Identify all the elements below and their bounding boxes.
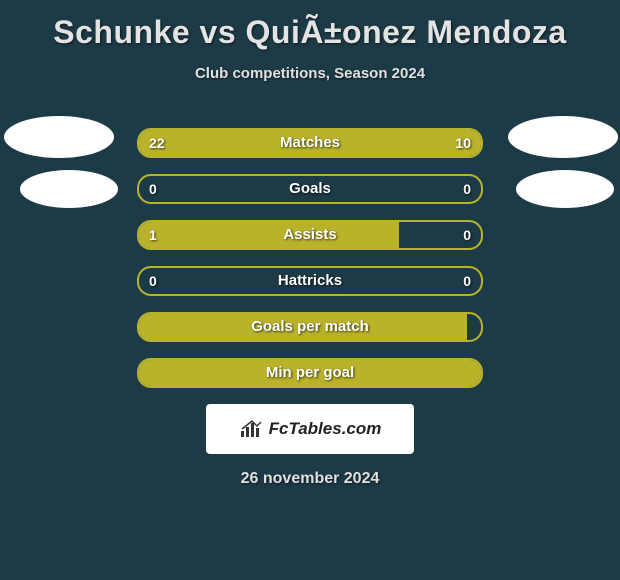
stat-value-right: 0 bbox=[463, 268, 471, 294]
stat-value-left: 0 bbox=[149, 268, 157, 294]
bar-label: Min per goal bbox=[139, 360, 481, 386]
source-badge: FcTables.com bbox=[206, 404, 414, 454]
stat-value-right: 10 bbox=[455, 130, 471, 156]
stat-bar: Goals0 0 bbox=[137, 174, 483, 204]
player-avatar-right-1 bbox=[508, 116, 618, 158]
stat-value-left: 0 bbox=[149, 176, 157, 202]
page-title: Schunke vs QuiÃ±onez Mendoza bbox=[0, 0, 620, 51]
comparison-bars: Matches2210Goals00Assists10Hattricks00Go… bbox=[0, 128, 620, 388]
badge-text: FcTables.com bbox=[269, 419, 382, 439]
player-avatar-left-2 bbox=[20, 170, 118, 208]
stat-bar: Assists1 0 bbox=[137, 220, 483, 250]
chart-icon bbox=[239, 419, 265, 439]
stat-bar: Min per goal bbox=[137, 358, 483, 388]
stat-value-right: 0 bbox=[463, 176, 471, 202]
stat-bar: Matches22 10 bbox=[137, 128, 483, 158]
stat-value-left: 22 bbox=[149, 130, 165, 156]
player-avatar-right-2 bbox=[516, 170, 614, 208]
bar-label: Matches bbox=[139, 130, 481, 156]
bar-label: Goals per match bbox=[139, 314, 481, 340]
player-avatar-left-1 bbox=[4, 116, 114, 158]
bar-label: Goals bbox=[139, 176, 481, 202]
stat-bar: Hattricks0 0 bbox=[137, 266, 483, 296]
subtitle: Club competitions, Season 2024 bbox=[0, 51, 620, 82]
bar-label: Assists bbox=[139, 222, 481, 248]
stat-value-left: 1 bbox=[149, 222, 157, 248]
stat-bar: Goals per match bbox=[137, 312, 483, 342]
stat-value-right: 0 bbox=[463, 222, 471, 248]
bar-label: Hattricks bbox=[139, 268, 481, 294]
date-label: 26 november 2024 bbox=[0, 470, 620, 488]
